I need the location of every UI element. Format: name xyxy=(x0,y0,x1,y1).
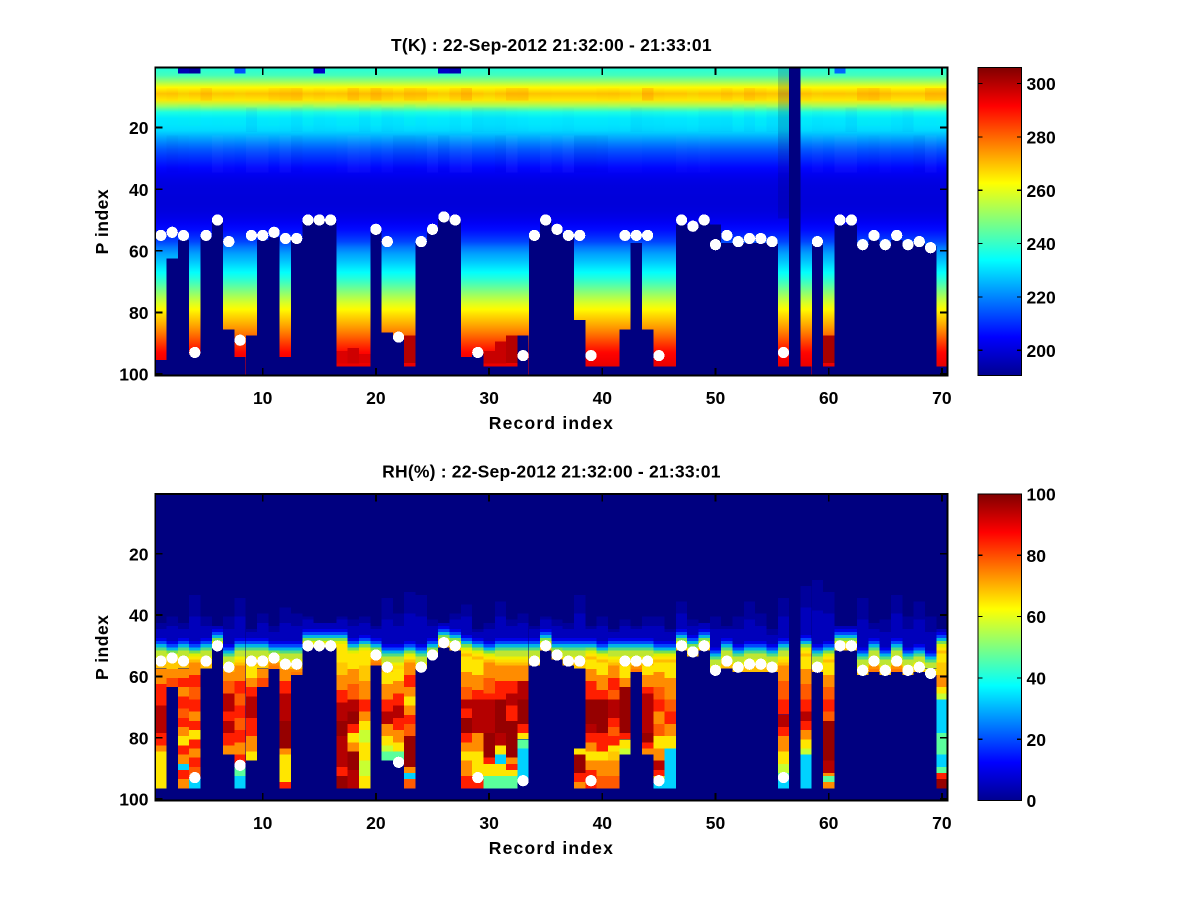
svg-text:100: 100 xyxy=(1027,485,1056,505)
svg-text:240: 240 xyxy=(1027,234,1056,254)
svg-text:20: 20 xyxy=(366,388,386,408)
svg-text:RH(%) : 22-Sep-2012 21:32:00 -: RH(%) : 22-Sep-2012 21:32:00 - 21:33:01 xyxy=(382,462,721,482)
svg-text:40: 40 xyxy=(129,606,149,626)
svg-text:T(K) : 22-Sep-2012 21:32:00 -: T(K) : 22-Sep-2012 21:32:00 - 21:33:01 xyxy=(391,35,712,55)
svg-text:50: 50 xyxy=(706,813,726,833)
svg-text:60: 60 xyxy=(1027,607,1047,627)
svg-text:70: 70 xyxy=(932,813,952,833)
svg-text:60: 60 xyxy=(819,813,839,833)
svg-text:40: 40 xyxy=(593,388,613,408)
svg-text:60: 60 xyxy=(129,667,149,687)
svg-text:40: 40 xyxy=(593,813,613,833)
svg-text:0: 0 xyxy=(1027,791,1037,811)
svg-text:80: 80 xyxy=(1027,546,1047,566)
svg-text:200: 200 xyxy=(1027,341,1056,361)
svg-text:20: 20 xyxy=(129,118,149,138)
svg-text:80: 80 xyxy=(129,728,149,748)
svg-text:100: 100 xyxy=(119,790,148,810)
svg-text:40: 40 xyxy=(1027,669,1047,689)
svg-text:220: 220 xyxy=(1027,288,1056,308)
svg-text:280: 280 xyxy=(1027,128,1056,148)
svg-text:50: 50 xyxy=(706,388,726,408)
svg-text:20: 20 xyxy=(129,544,149,564)
svg-text:60: 60 xyxy=(129,241,149,261)
svg-text:40: 40 xyxy=(129,180,149,200)
svg-text:P index: P index xyxy=(92,615,112,680)
svg-text:60: 60 xyxy=(819,388,839,408)
svg-text:100: 100 xyxy=(119,365,148,385)
svg-text:20: 20 xyxy=(1027,730,1047,750)
svg-text:Record index: Record index xyxy=(489,413,614,433)
svg-text:30: 30 xyxy=(479,813,499,833)
svg-text:30: 30 xyxy=(479,388,499,408)
svg-text:P index: P index xyxy=(92,189,112,254)
svg-text:10: 10 xyxy=(253,388,273,408)
svg-text:70: 70 xyxy=(932,388,952,408)
svg-text:20: 20 xyxy=(366,813,386,833)
svg-text:80: 80 xyxy=(129,303,149,323)
svg-text:10: 10 xyxy=(253,813,273,833)
svg-text:300: 300 xyxy=(1027,74,1056,94)
svg-text:260: 260 xyxy=(1027,181,1056,201)
svg-text:Record index: Record index xyxy=(489,838,614,858)
